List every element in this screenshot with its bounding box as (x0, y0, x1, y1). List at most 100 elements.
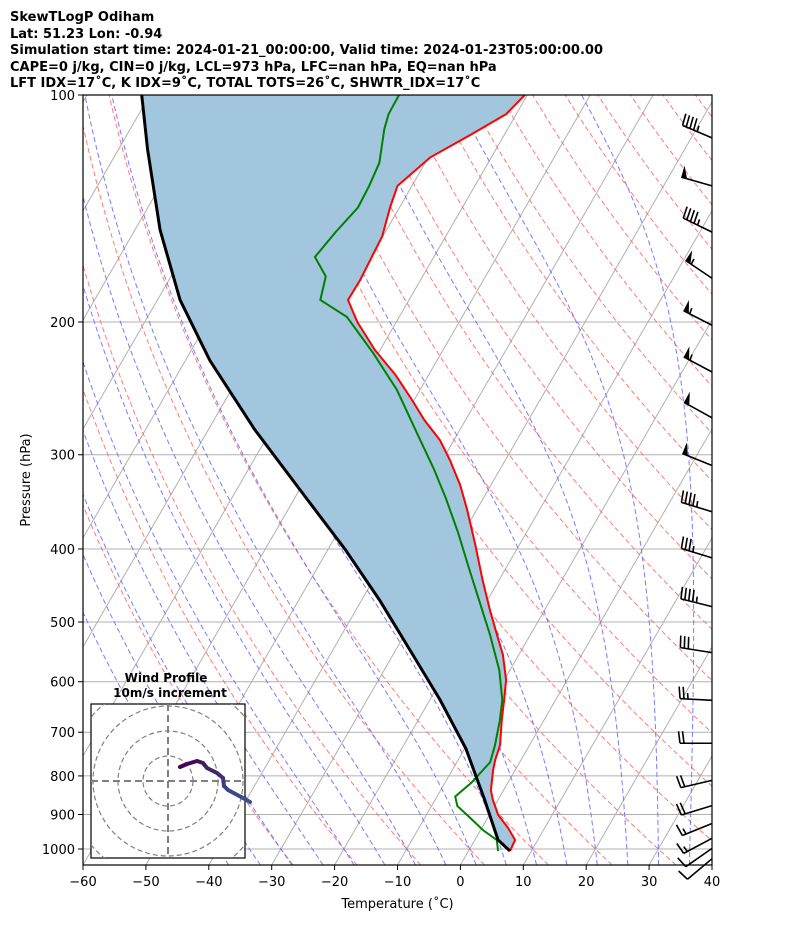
dry-adiabat (597, 95, 712, 250)
barb-half (682, 828, 687, 835)
dry-adiabat (532, 95, 712, 341)
isotherm-gridline (711, 863, 712, 865)
dry-adiabat (564, 95, 712, 296)
barb-full (680, 586, 684, 599)
barb-half (696, 219, 701, 226)
wind-barb (675, 822, 713, 837)
x-tick-label: 30 (641, 875, 658, 890)
isotherm-gridline (334, 209, 712, 865)
barb-full (677, 857, 687, 868)
barb-full (681, 113, 687, 126)
barb-staff (683, 309, 713, 326)
dry-adiabat (434, 95, 712, 482)
barb-staff (683, 837, 713, 855)
x-tick-label: −30 (258, 875, 285, 890)
x-tick-label: 40 (704, 875, 721, 890)
moist-adiabat (719, 95, 745, 865)
wind-barb (683, 300, 713, 326)
simulation-times: Simulation start time: 2024-01-21_00:00:… (10, 43, 603, 58)
barb-half (695, 596, 698, 603)
barb-full (675, 775, 682, 788)
hodograph-trace-segment (226, 788, 245, 800)
wind-barbs (675, 113, 713, 880)
barb-half (688, 307, 693, 315)
dry-adiabat (83, 503, 294, 865)
wind-barb (680, 586, 713, 608)
isotherm-gridline (459, 427, 712, 865)
dry-adiabat (695, 95, 712, 118)
y-tick-label: 500 (50, 616, 75, 631)
isotherm-gridline (522, 536, 712, 865)
barb-staff (685, 847, 713, 868)
wind-barb (678, 686, 713, 702)
wind-barb (679, 635, 713, 654)
moist-adiabat (83, 429, 324, 865)
moist-adiabat (111, 95, 477, 865)
barb-full (693, 211, 699, 224)
barb-staff (683, 401, 713, 419)
y-tick-label: 300 (50, 449, 75, 464)
moist-adiabat (84, 95, 447, 865)
y-tick-label: 200 (50, 316, 75, 331)
barb-staff (686, 858, 713, 880)
dry-adiabat (369, 95, 712, 580)
x-tick-label: −20 (321, 875, 348, 890)
moist-adiabat (356, 95, 629, 865)
isotherm-gridline (585, 645, 712, 865)
y-tick-label: 100 (50, 89, 75, 104)
isotherm-gridline (271, 100, 712, 865)
wind-barb (675, 802, 713, 816)
dry-adiabat (271, 95, 712, 734)
barb-full (684, 491, 689, 504)
moist-adiabat (282, 95, 598, 865)
hodograph-trace-segment (241, 796, 252, 804)
y-tick-label: 700 (50, 726, 75, 741)
wind-barb (685, 250, 713, 279)
barb-staff (681, 176, 713, 187)
barb-staff (682, 822, 713, 837)
y-tick-label: 800 (50, 770, 75, 785)
x-tick-label: 10 (515, 875, 532, 890)
dry-adiabat (238, 95, 712, 787)
x-axis-label: Temperature (˚C) (340, 896, 453, 912)
location-coordinates: Lat: 51.23 Lon: -0.94 (10, 27, 162, 42)
barb-half (683, 846, 688, 852)
barb-full (682, 206, 688, 219)
barb-pennant (685, 250, 693, 264)
y-tick-label: 600 (50, 676, 75, 691)
wind-barb (683, 346, 713, 373)
y-tick-label: 400 (50, 543, 75, 558)
x-tick-label: −40 (195, 875, 222, 890)
moist-adiabat (83, 283, 386, 865)
barb-staff (680, 697, 713, 702)
wind-barb (682, 206, 713, 233)
y-tick-label: 900 (50, 808, 75, 823)
dry-adiabat (83, 263, 422, 865)
hodograph-subtitle: 10m/s increment (113, 686, 227, 700)
barb-half (690, 258, 695, 265)
dry-adiabat (401, 95, 712, 531)
barb-pennant (683, 346, 690, 360)
barb-full (684, 587, 688, 600)
wind-barb (677, 731, 712, 745)
barb-full (677, 731, 681, 744)
barb-staff (683, 356, 713, 373)
isotherm-gridline (83, 95, 88, 103)
cin-shading (141, 95, 525, 851)
barb-full (680, 490, 685, 503)
parcel-line (140, 95, 512, 853)
barb-full (675, 824, 684, 836)
barb-full (686, 208, 692, 221)
barb-half (696, 125, 700, 132)
barb-staff (682, 217, 713, 233)
profiles (140, 95, 526, 853)
dry-adiabat (499, 95, 712, 388)
barb-full (682, 686, 685, 699)
barb-pennant (681, 165, 688, 179)
barb-full (691, 589, 695, 602)
dry-adiabat (467, 95, 712, 434)
barb-half (689, 354, 693, 361)
y-axis-label: Pressure (hPa) (19, 433, 34, 526)
parcel-indices: CAPE=0 j/kg, CIN=0 j/kg, LCL=973 hPa, LF… (10, 60, 497, 75)
